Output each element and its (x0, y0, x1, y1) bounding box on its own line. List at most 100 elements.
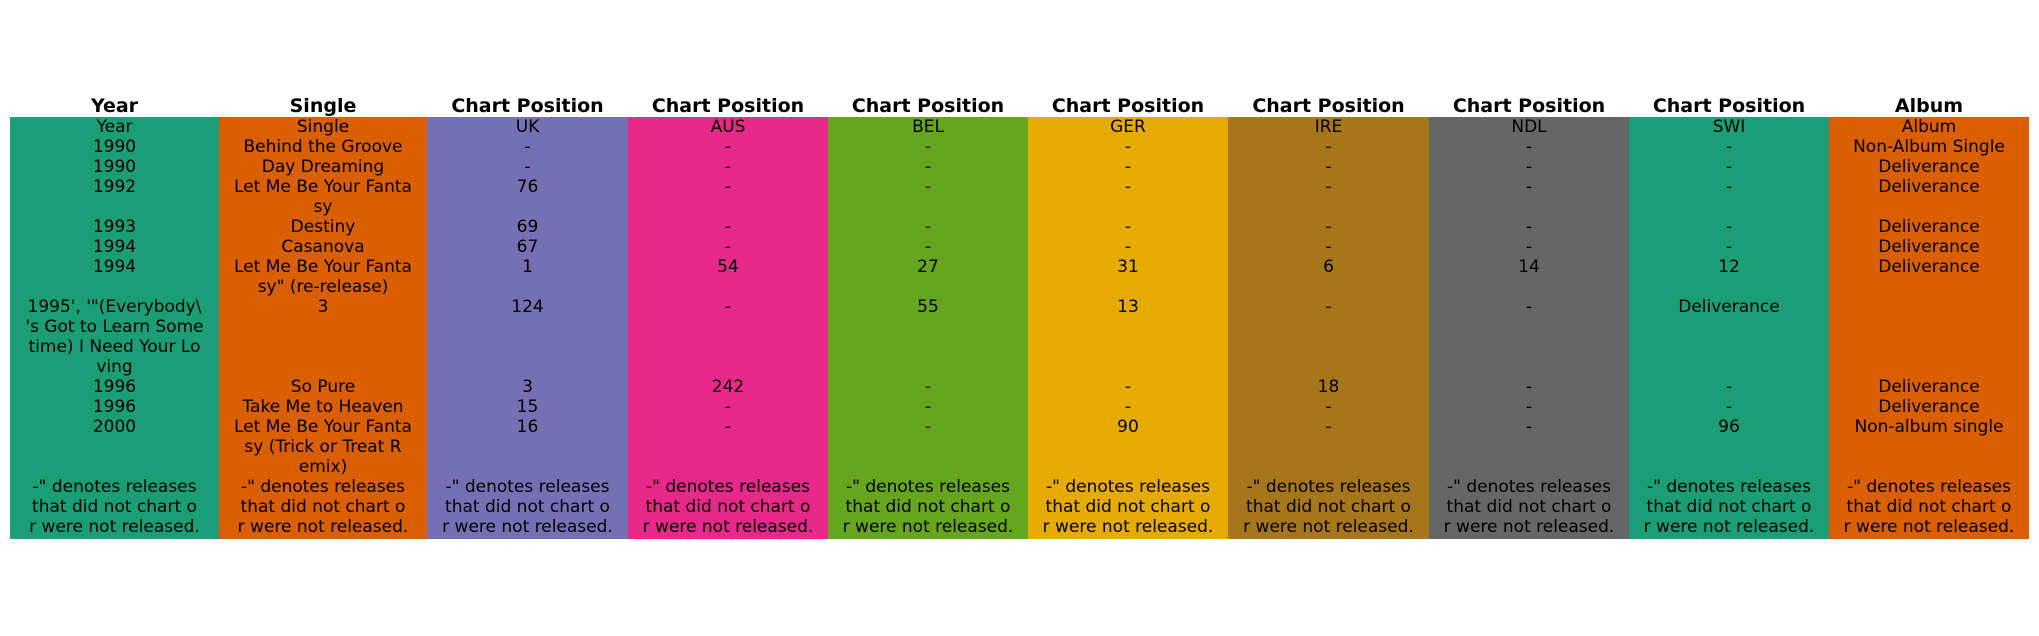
table-cell: - (1525, 377, 1533, 397)
table-cell: - (1325, 217, 1332, 237)
table-cell: Non-album single (1854, 417, 2004, 437)
table-cell: BEL (912, 117, 944, 137)
table-cell: 242 (711, 377, 745, 397)
table-cell: 1990 (92, 137, 137, 157)
table-cell: 124 (511, 297, 544, 317)
column-background (219, 117, 427, 539)
table-cell: Deliverance (1878, 377, 1980, 397)
table-cell: - (724, 177, 732, 197)
table-cell: 1993 (92, 217, 137, 237)
table-cell: - (924, 177, 932, 197)
column-background (828, 117, 1028, 539)
table-cell: 76 (516, 177, 539, 197)
table-cell: - (724, 217, 732, 237)
table-cell: 1992 (92, 177, 137, 197)
table-cell: - (1725, 397, 1733, 417)
table-cell: - (1124, 217, 1132, 237)
table-cell: 3 (522, 377, 533, 397)
column-header: Chart Position (851, 95, 1005, 117)
table-cell: 27 (917, 257, 939, 277)
table-cell: - (1725, 237, 1733, 257)
table-cell: - (924, 137, 932, 157)
table-cell: - (1725, 177, 1733, 197)
column-background (1228, 117, 1429, 539)
table-cell: AUS (710, 117, 746, 137)
table-cell: 18 (1317, 377, 1340, 397)
table-cell: - (1124, 377, 1132, 397)
table-cell: -" denotes releases that did not chart o… (237, 477, 409, 537)
table-cell (1829, 297, 2029, 377)
table-cell: 1996 (92, 397, 137, 417)
table-cell: - (1725, 217, 1733, 237)
table-cell: - (924, 157, 932, 177)
table-cell: Let Me Be Your Fanta sy (234, 177, 412, 217)
column-header: Single (289, 95, 357, 117)
table-cell: Single (296, 117, 350, 137)
table-cell: Deliverance (1878, 157, 1980, 177)
table-cell: - (1325, 137, 1332, 157)
table-cell: - (924, 397, 932, 417)
column-header: Chart Position (1051, 95, 1205, 117)
table-cell: 54 (717, 257, 739, 277)
table-cell: - (1325, 237, 1332, 257)
table-cell: - (724, 237, 732, 257)
table-cell: - (524, 157, 531, 177)
table-cell: - (1525, 217, 1533, 237)
table-cell: - (924, 237, 932, 257)
table-cell: 12 (1718, 257, 1740, 277)
table-cell: 55 (917, 297, 939, 317)
table-cell: - (1525, 157, 1533, 177)
column-background (1028, 117, 1228, 539)
table-cell: Behind the Groove (243, 137, 403, 157)
table-cell: - (724, 137, 732, 157)
table-cell: - (924, 377, 932, 397)
table-cell: - (1325, 297, 1332, 317)
table-cell: IRE (1314, 117, 1343, 137)
column-header: Year (90, 95, 139, 117)
table-cell: Take Me to Heaven (242, 397, 404, 417)
table-cell: - (1525, 137, 1533, 157)
table-cell: 96 (1718, 417, 1740, 437)
table-cell: 13 (1117, 297, 1139, 317)
table-cell: - (1725, 377, 1733, 397)
table-cell: Year (96, 117, 133, 137)
table-cell: - (1124, 137, 1132, 157)
table-cell: Casanova (281, 237, 365, 257)
table-cell: 31 (1117, 257, 1139, 277)
table-cell: -" denotes releases that did not chart o… (1443, 477, 1615, 537)
table-cell: - (724, 297, 732, 317)
table-cell: 1995', '"(Everybody\ 's Got to Learn Som… (25, 297, 204, 377)
table-cell: - (524, 137, 531, 157)
table-cell: 16 (516, 417, 539, 437)
table-cell: 2000 (92, 417, 137, 437)
table-cell: - (924, 417, 932, 437)
table-cell: -" denotes releases that did not chart o… (442, 477, 613, 537)
column-header: Chart Position (651, 95, 805, 117)
column-header: Chart Position (451, 95, 604, 117)
table-cell: -" denotes releases that did not chart o… (29, 477, 200, 537)
table-cell: - (1725, 157, 1733, 177)
table-cell: - (1525, 177, 1533, 197)
table-cell: NDL (1511, 117, 1547, 137)
table-cell: - (1124, 237, 1132, 257)
table-cell: -" denotes releases that did not chart o… (642, 477, 814, 537)
table-cell: - (1525, 297, 1533, 317)
table-cell: Deliverance (1678, 297, 1780, 317)
table-cell: - (724, 157, 732, 177)
table-cell: 1 (522, 257, 533, 277)
table-cell: -" denotes releases that did not chart o… (1042, 477, 1214, 537)
table-cell: Deliverance (1878, 397, 1980, 417)
table-cell: - (724, 397, 732, 417)
table-cell: - (1525, 397, 1533, 417)
table-cell: Deliverance (1878, 237, 1980, 257)
column-background (427, 117, 628, 539)
column-background (1629, 117, 1829, 539)
column-background (10, 117, 219, 539)
table-cell: - (1124, 397, 1132, 417)
table-cell: Non-Album Single (1853, 137, 2005, 157)
table-cell: - (1725, 137, 1733, 157)
table-cell: Let Me Be Your Fanta sy (Trick or Treat … (234, 417, 412, 477)
table-cell: - (1525, 237, 1533, 257)
table-cell: -" denotes releases that did not chart o… (1843, 477, 2015, 537)
